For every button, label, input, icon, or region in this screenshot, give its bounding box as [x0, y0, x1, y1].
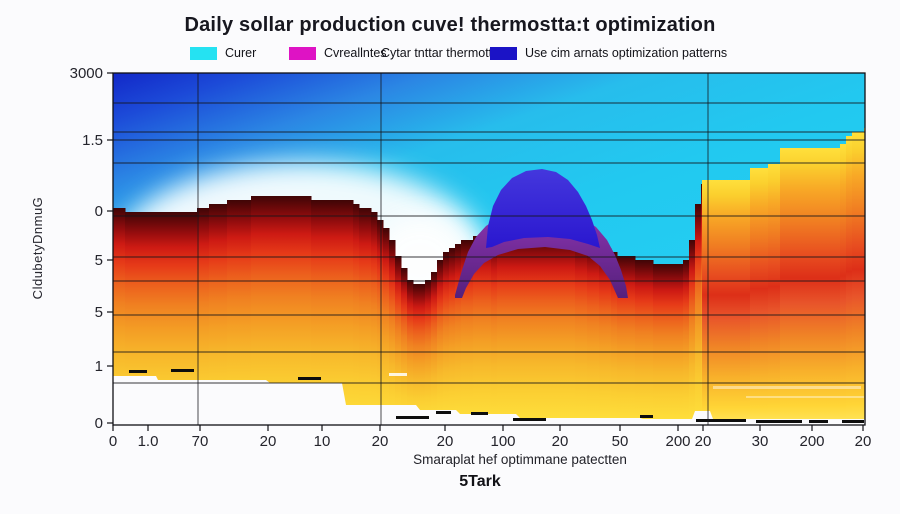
y-axis-title: CldubetyDnmuG: [30, 196, 45, 300]
bottom-white-region: [113, 373, 865, 425]
svg-text:20: 20: [372, 433, 389, 450]
legend-item-optimization-patterns: Use cim arnats optimization patterns: [490, 45, 727, 61]
usage-pattern-dome: [455, 169, 628, 298]
y-axis-tick-labels: 3000 1.5 0 5 5 1 0: [70, 65, 103, 432]
gridlines: [113, 73, 865, 425]
svg-text:10: 10: [314, 433, 331, 450]
svg-text:70: 70: [192, 433, 209, 450]
svg-text:1: 1: [95, 358, 103, 375]
legend-item-thermostat: Cytar tnttar thermott:at: [381, 45, 506, 61]
blue-swatch-icon: [490, 46, 517, 60]
svg-text:200: 200: [665, 433, 690, 450]
plot-frame: [107, 72, 866, 431]
svg-text:3000: 3000: [70, 65, 103, 82]
chart-title: Daily sollar production cuve! thermostta…: [184, 14, 716, 36]
cyan-swatch-icon: [190, 46, 217, 60]
chart-legend: Curer Cvreallntes Cytar tnttar thermott:…: [0, 45, 900, 63]
svg-text:20: 20: [552, 433, 569, 450]
footer-label: 5Tark: [459, 473, 501, 490]
svg-text:20: 20: [695, 433, 712, 450]
x-axis-tick-labels: 0 1.0 70 20 10 20 20 100 20 50 200 20 30 200 20: [109, 433, 872, 450]
legend-label: Cytar tnttar thermott:at: [381, 46, 507, 60]
magenta-swatch-icon: [289, 46, 316, 60]
svg-text:0: 0: [95, 203, 103, 220]
svg-text:50: 50: [612, 433, 629, 450]
terrain-columns: [113, 128, 865, 425]
svg-text:30: 30: [752, 433, 769, 450]
svg-text:5: 5: [95, 304, 103, 321]
svg-text:20: 20: [260, 433, 277, 450]
legend-label: Cvreallntes: [324, 46, 387, 60]
svg-text:0: 0: [95, 415, 103, 432]
legend-item-overallintes: Cvreallntes: [289, 45, 387, 61]
legend-label: Curer: [225, 46, 257, 60]
svg-text:20: 20: [855, 433, 872, 450]
svg-text:0: 0: [109, 433, 117, 450]
svg-text:1.5: 1.5: [82, 132, 103, 149]
svg-text:200: 200: [799, 433, 824, 450]
legend-label: Use cim arnats optimization patterns: [525, 46, 728, 60]
legend-item-curer: Curer: [190, 45, 256, 61]
svg-text:1.0: 1.0: [138, 433, 159, 450]
bottom-dash-markers: [129, 369, 864, 423]
x-axis-title: Smaraplat hef optimmane patectten: [413, 452, 627, 467]
svg-text:100: 100: [490, 433, 515, 450]
svg-text:5: 5: [95, 252, 103, 269]
svg-text:20: 20: [437, 433, 454, 450]
